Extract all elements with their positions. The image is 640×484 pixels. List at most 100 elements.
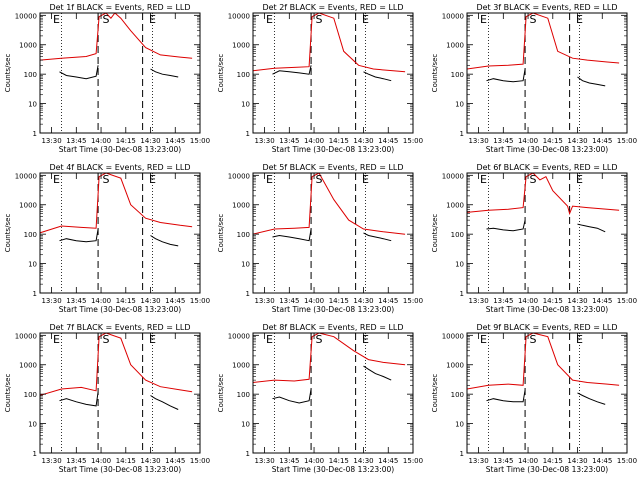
y-tick-label: 1 [460, 130, 464, 138]
region-marker-label: E [149, 173, 156, 186]
x-tick-label: 14:00 [518, 137, 538, 145]
x-tick-label: 14:45 [592, 137, 612, 145]
region-marker-label: E [576, 173, 583, 186]
panel-title: Det 1f BLACK = Events, RED = LLD [49, 3, 190, 12]
x-tick-label: 15:00 [190, 457, 210, 465]
y-tick-label: 1000 [19, 202, 37, 210]
x-tick-label: 14:30 [353, 457, 373, 465]
y-tick-label: 10000 [228, 172, 250, 180]
y-tick-label: 100 [451, 71, 464, 79]
y-axis-label: Counts/sec [431, 374, 439, 413]
x-tick-label: 14:45 [378, 297, 398, 305]
y-tick-label: 1000 [446, 362, 464, 370]
x-axis-label: Start Time (30-Dec-08 13:23:00) [486, 145, 608, 154]
region-marker-label: S [316, 173, 323, 186]
x-tick-label: 14:30 [567, 137, 587, 145]
region-marker-label: E [362, 173, 369, 186]
x-tick-label: 14:15 [543, 457, 563, 465]
x-tick-label: 14:15 [543, 297, 563, 305]
x-axis-label: Start Time (30-Dec-08 13:23:00) [272, 465, 394, 474]
lld-series-line [253, 333, 406, 383]
lld-series-line [40, 13, 193, 61]
region-marker-label: E [149, 333, 156, 346]
y-tick-label: 1 [460, 450, 464, 458]
x-tick-label: 14:45 [165, 137, 185, 145]
y-tick-label: 100 [237, 391, 250, 399]
y-tick-label: 100 [237, 231, 250, 239]
plot-frame [466, 332, 628, 454]
x-axis-label: Start Time (30-Dec-08 13:23:00) [486, 465, 608, 474]
plot-frame [252, 172, 414, 294]
x-tick-label: 13:30 [41, 297, 61, 305]
panel-data [40, 333, 193, 410]
x-axis-label: Start Time (30-Dec-08 13:23:00) [59, 305, 181, 314]
x-tick-label: 14:45 [378, 457, 398, 465]
y-tick-label: 10 [28, 421, 37, 429]
x-tick-label: 15:00 [617, 457, 637, 465]
lld-series-line [40, 333, 193, 396]
y-axis-label: Counts/sec [4, 214, 12, 253]
region-marker-label: E [480, 333, 487, 346]
x-tick-label: 14:30 [353, 137, 373, 145]
events-series-line [363, 71, 392, 82]
y-tick-label: 10000 [15, 172, 37, 180]
x-tick-label: 13:30 [468, 137, 488, 145]
x-tick-label: 13:45 [493, 137, 513, 145]
region-marker-label: E [480, 13, 487, 26]
x-tick-label: 14:15 [116, 297, 136, 305]
x-tick-label: 13:30 [254, 297, 274, 305]
y-tick-label: 1000 [232, 42, 250, 50]
x-axis-label: Start Time (30-Dec-08 13:23:00) [59, 145, 181, 154]
region-marker-label: E [53, 333, 60, 346]
plot-frame [39, 332, 201, 454]
x-tick-label: 13:45 [493, 297, 513, 305]
x-tick-label: 15:00 [617, 137, 637, 145]
panel-data [40, 13, 193, 80]
x-tick-label: 13:30 [468, 457, 488, 465]
region-marker-label: E [480, 173, 487, 186]
x-tick-label: 14:45 [165, 457, 185, 465]
x-tick-label: 14:00 [304, 297, 324, 305]
x-tick-label: 14:00 [304, 137, 324, 145]
events-series-line [272, 228, 312, 242]
y-tick-label: 10 [455, 421, 464, 429]
x-tick-label: 14:15 [329, 457, 349, 465]
region-marker-label: S [316, 13, 323, 26]
region-marker-label: E [576, 13, 583, 26]
y-tick-label: 1 [246, 290, 250, 298]
panel-data [253, 173, 406, 242]
x-tick-label: 14:00 [91, 137, 111, 145]
y-axis-label: Counts/sec [217, 374, 225, 413]
x-tick-label: 14:15 [329, 297, 349, 305]
lld-series-line [467, 13, 620, 70]
y-tick-label: 10000 [442, 12, 464, 20]
x-tick-label: 14:15 [329, 137, 349, 145]
y-tick-label: 10 [455, 101, 464, 109]
x-tick-label: 13:45 [279, 137, 299, 145]
lld-series-line [40, 173, 193, 234]
panel-data [467, 333, 620, 405]
y-tick-label: 1 [460, 290, 464, 298]
region-marker-label: S [103, 13, 110, 26]
x-tick-label: 14:30 [567, 297, 587, 305]
region-marker-label: E [576, 333, 583, 346]
panel-title: Det 5f BLACK = Events, RED = LLD [262, 163, 403, 172]
region-marker-label: S [316, 333, 323, 346]
region-marker-label: S [103, 333, 110, 346]
x-tick-label: 13:45 [66, 457, 86, 465]
y-tick-label: 1 [246, 130, 250, 138]
y-tick-label: 1 [246, 450, 250, 458]
y-tick-label: 100 [24, 71, 37, 79]
events-series-line [363, 232, 392, 242]
events-series-line [150, 68, 179, 78]
x-tick-label: 14:00 [518, 297, 538, 305]
lld-series-line [253, 13, 406, 73]
y-tick-label: 100 [24, 231, 37, 239]
x-tick-label: 14:45 [592, 297, 612, 305]
x-tick-label: 14:30 [353, 297, 373, 305]
